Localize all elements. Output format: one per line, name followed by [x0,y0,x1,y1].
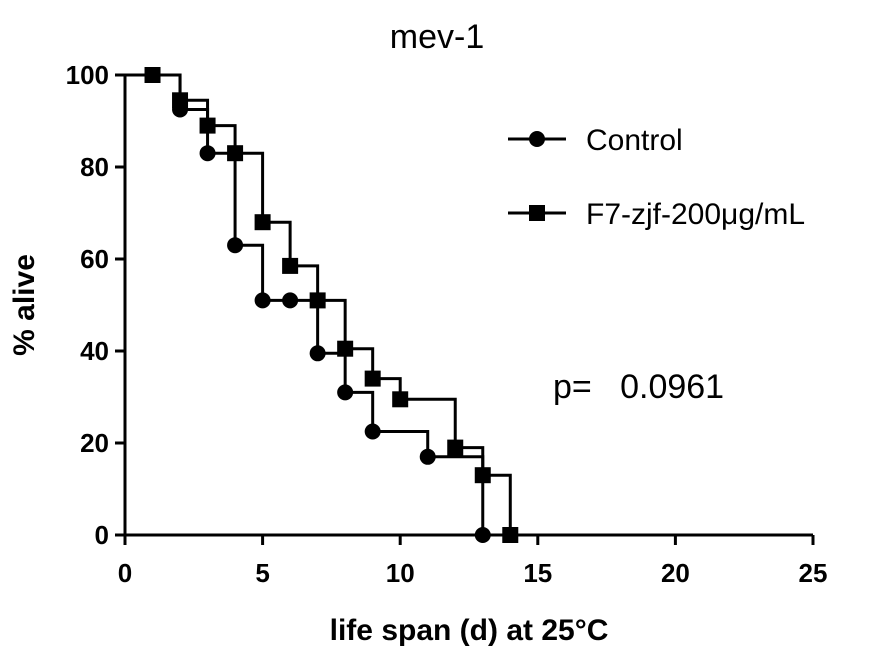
y-tick-label: 60 [80,244,109,274]
data-point-square [199,117,216,134]
series-layer [125,67,519,543]
y-tick-label: 40 [80,336,109,366]
x-tick-label: 5 [255,558,269,588]
axes: 0 5 10 15 20 25 0 20 40 60 80 100 [66,60,828,588]
data-point-square [364,370,381,387]
data-point-circle [337,384,354,401]
legend-label-control: Control [586,124,683,157]
x-tick-label: 25 [799,558,828,588]
data-point-circle [364,423,381,440]
series-line-0 [125,73,485,535]
y-tick-label: 0 [95,520,109,550]
data-point-square [447,439,464,456]
data-point-circle [419,448,436,465]
y-tick-label: 20 [80,428,109,458]
data-point-square [254,214,271,231]
legend-marker-square [529,205,545,221]
data-point-circle [474,527,491,543]
data-point-square [474,467,491,484]
x-axis-label: life span (d) at 25°C [330,614,609,647]
legend: Control F7-zjf-200μg/mL [508,124,805,231]
y-axis-label: % alive [8,254,41,356]
series-line-1 [125,73,512,535]
data-point-circle [227,237,244,254]
data-point-square [392,391,409,408]
data-point-square [172,92,189,109]
x-tick-label: 10 [386,558,415,588]
x-tick-label: 0 [118,558,132,588]
x-tick-label: 20 [661,558,690,588]
data-point-circle [309,345,326,362]
y-tick-label: 80 [80,152,109,182]
data-point-circle [254,292,271,309]
p-value-annotation: p= 0.0961 [553,368,724,406]
data-point-square [309,292,326,309]
chart-title: mev-1 [390,18,484,56]
data-point-square [282,257,299,274]
data-point-square [337,340,354,357]
legend-marker-circle [529,131,545,147]
data-point-square [144,67,161,83]
legend-label-treatment: F7-zjf-200μg/mL [586,198,805,231]
data-point-circle [282,292,299,309]
y-tick-label: 100 [66,60,109,90]
data-point-square [227,145,244,162]
data-point-square [502,527,519,543]
x-tick-label: 15 [523,558,552,588]
data-point-circle [199,145,216,162]
